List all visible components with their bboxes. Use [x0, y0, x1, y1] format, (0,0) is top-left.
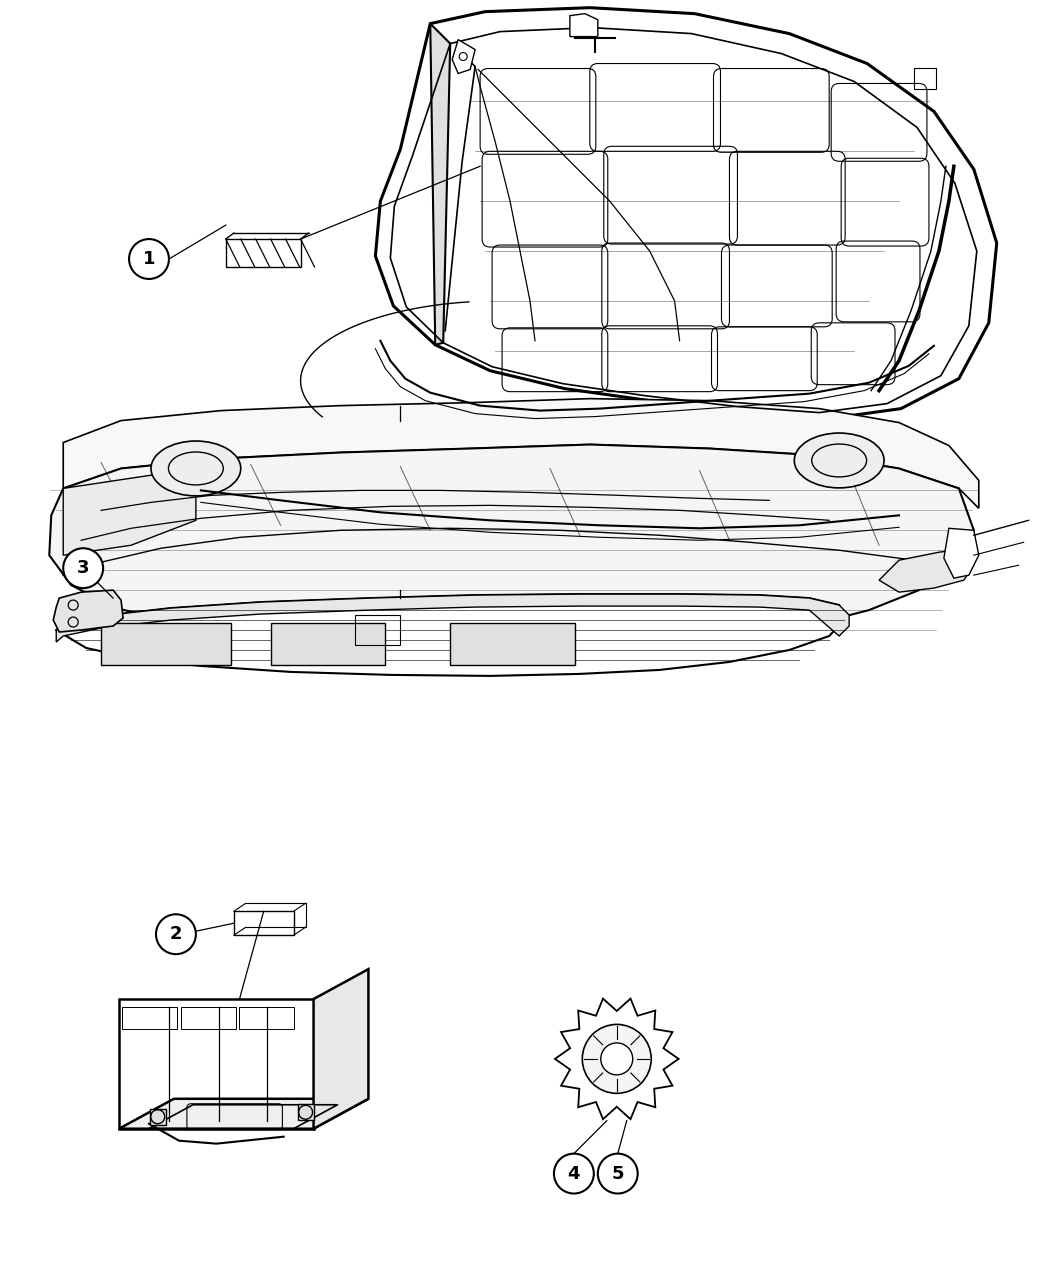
Polygon shape [944, 528, 979, 578]
Polygon shape [376, 8, 996, 418]
Bar [122, 1007, 176, 1029]
Polygon shape [57, 594, 849, 643]
Bar [914, 68, 936, 89]
Bar [181, 1007, 236, 1029]
Polygon shape [430, 24, 450, 344]
Bar [271, 623, 385, 666]
Bar [101, 623, 231, 666]
Circle shape [583, 1024, 651, 1094]
Polygon shape [119, 1099, 369, 1128]
Circle shape [156, 914, 196, 954]
Polygon shape [314, 969, 369, 1128]
Bar [238, 1007, 294, 1029]
Polygon shape [119, 1000, 314, 1128]
Circle shape [554, 1154, 594, 1193]
Polygon shape [63, 468, 196, 555]
Ellipse shape [151, 441, 240, 496]
Ellipse shape [794, 434, 884, 488]
Text: 1: 1 [143, 250, 155, 268]
Bar [450, 623, 574, 666]
Bar [297, 1104, 314, 1121]
Text: 3: 3 [77, 560, 89, 578]
Bar [150, 1109, 166, 1125]
Polygon shape [570, 14, 597, 37]
Polygon shape [879, 548, 973, 592]
Circle shape [129, 238, 169, 279]
Polygon shape [453, 40, 476, 74]
Polygon shape [49, 399, 979, 648]
Polygon shape [63, 399, 979, 509]
Circle shape [63, 548, 103, 588]
Text: 5: 5 [611, 1164, 624, 1183]
Polygon shape [49, 445, 973, 648]
Text: 4: 4 [568, 1164, 580, 1183]
Polygon shape [54, 590, 123, 632]
Bar [356, 615, 400, 645]
Text: 2: 2 [170, 926, 183, 944]
Bar [226, 238, 300, 266]
Polygon shape [554, 998, 678, 1119]
Polygon shape [57, 594, 844, 676]
Circle shape [597, 1154, 637, 1193]
Circle shape [601, 1043, 633, 1075]
